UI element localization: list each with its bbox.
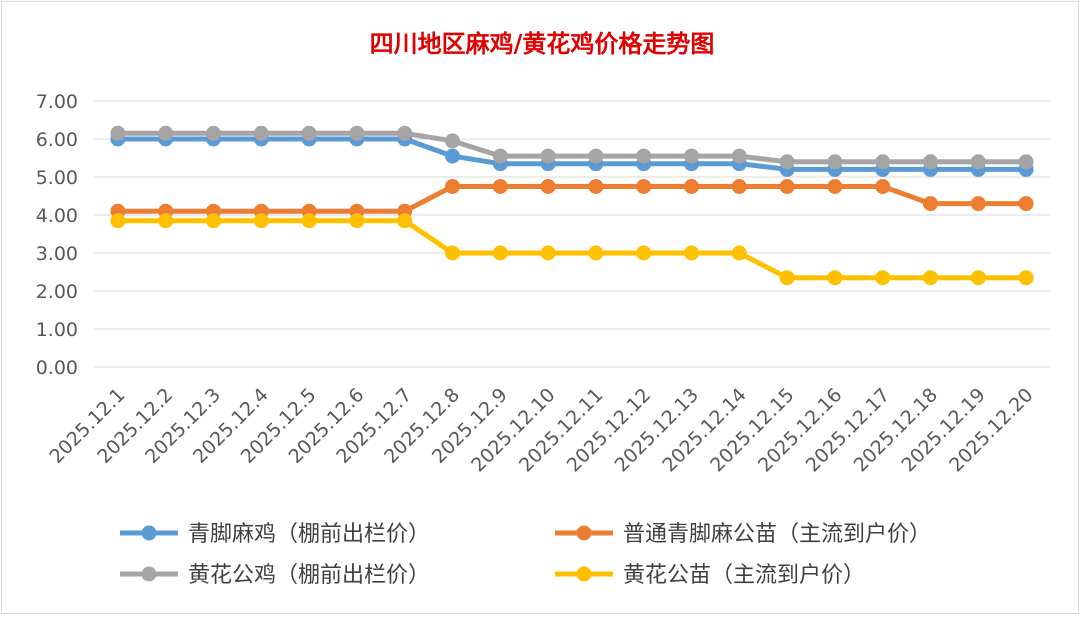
data-point bbox=[206, 125, 221, 141]
y-tick-label: 6.00 bbox=[36, 129, 78, 151]
y-tick-label: 2.00 bbox=[36, 281, 78, 303]
data-point bbox=[731, 245, 747, 261]
y-tick-label: 1.00 bbox=[36, 319, 78, 341]
data-point bbox=[923, 270, 938, 286]
data-point bbox=[492, 179, 508, 194]
data-point bbox=[445, 133, 460, 149]
data-point bbox=[301, 213, 317, 229]
legend-marker bbox=[141, 566, 157, 582]
legend-label: 普通青脚麻公苗（主流到户价） bbox=[623, 522, 931, 547]
data-point bbox=[970, 196, 986, 212]
data-point bbox=[301, 125, 317, 141]
data-point bbox=[970, 154, 986, 170]
y-axis-ticks: 0.00 1.00 2.00 3.00 4.00 5.00 6.00 7.00 bbox=[36, 91, 78, 379]
data-point bbox=[445, 148, 460, 164]
data-point bbox=[684, 148, 699, 164]
data-point bbox=[540, 148, 556, 164]
y-tick-label: 0.00 bbox=[36, 357, 78, 379]
legend-marker bbox=[576, 566, 592, 582]
data-point bbox=[875, 179, 891, 194]
series-1 bbox=[110, 179, 1034, 219]
data-point bbox=[1018, 270, 1034, 286]
legend-label: 青脚麻鸡（棚前出栏价） bbox=[188, 522, 430, 547]
legend-marker bbox=[141, 525, 157, 541]
series-group bbox=[110, 125, 1034, 286]
data-point bbox=[684, 245, 699, 261]
data-point bbox=[636, 179, 652, 194]
data-point bbox=[875, 154, 891, 170]
x-axis-ticks: 2025.12.12025.12.22025.12.32025.12.42025… bbox=[45, 384, 1037, 476]
y-tick-label: 5.00 bbox=[36, 167, 78, 189]
data-point bbox=[110, 125, 126, 141]
data-point bbox=[349, 125, 365, 141]
series-3 bbox=[110, 213, 1034, 286]
data-point bbox=[349, 213, 365, 229]
data-point bbox=[110, 213, 126, 229]
data-point bbox=[923, 154, 938, 170]
y-tick-label: 3.00 bbox=[36, 243, 78, 265]
data-point bbox=[206, 213, 221, 229]
data-point bbox=[445, 245, 460, 261]
legend-marker bbox=[576, 525, 592, 541]
data-point bbox=[636, 148, 652, 164]
legend-item: 普通青脚麻公苗（主流到户价） bbox=[555, 522, 931, 547]
data-point bbox=[827, 154, 843, 170]
legend-item: 黄花公苗（主流到户价） bbox=[555, 563, 865, 588]
y-tick-label: 7.00 bbox=[36, 91, 78, 113]
data-point bbox=[779, 179, 795, 194]
legend: 青脚麻鸡（棚前出栏价） 普通青脚麻公苗（主流到户价） 黄花公鸡（棚前出栏价） 黄花公苗… bbox=[120, 522, 931, 588]
data-point bbox=[588, 148, 604, 164]
data-point bbox=[158, 213, 174, 229]
data-point bbox=[636, 245, 652, 261]
data-point bbox=[397, 213, 413, 229]
legend-label: 黄花公苗（主流到户价） bbox=[623, 563, 865, 588]
data-point bbox=[779, 154, 795, 170]
legend-item: 青脚麻鸡（棚前出栏价） bbox=[120, 522, 430, 547]
data-point bbox=[731, 148, 747, 164]
series-line bbox=[117, 184, 1027, 214]
series-line bbox=[117, 136, 1027, 172]
data-point bbox=[445, 179, 460, 194]
data-point bbox=[540, 179, 556, 194]
data-point bbox=[253, 213, 269, 229]
data-point bbox=[540, 245, 556, 261]
data-point bbox=[684, 179, 699, 194]
data-point bbox=[827, 270, 843, 286]
data-point bbox=[970, 270, 986, 286]
data-point bbox=[827, 179, 843, 194]
legend-item: 黄花公鸡（棚前出栏价） bbox=[120, 563, 430, 588]
y-tick-label: 4.00 bbox=[36, 205, 78, 227]
data-point bbox=[253, 125, 269, 141]
data-point bbox=[588, 179, 604, 194]
legend-label: 黄花公鸡（棚前出栏价） bbox=[188, 563, 430, 588]
data-point bbox=[397, 125, 413, 141]
data-point bbox=[1018, 154, 1034, 170]
data-point bbox=[158, 125, 174, 141]
chart-title: 四川地区麻鸡/黄花鸡价格走势图 bbox=[370, 29, 715, 58]
data-point bbox=[492, 148, 508, 164]
data-point bbox=[588, 245, 604, 261]
data-point bbox=[875, 270, 891, 286]
data-point bbox=[1018, 196, 1034, 212]
series-2 bbox=[110, 125, 1034, 170]
series-line bbox=[117, 130, 1027, 165]
data-point bbox=[923, 196, 938, 212]
data-point bbox=[731, 179, 747, 194]
data-point bbox=[779, 270, 795, 286]
data-point bbox=[492, 245, 508, 261]
series-line bbox=[117, 218, 1027, 281]
